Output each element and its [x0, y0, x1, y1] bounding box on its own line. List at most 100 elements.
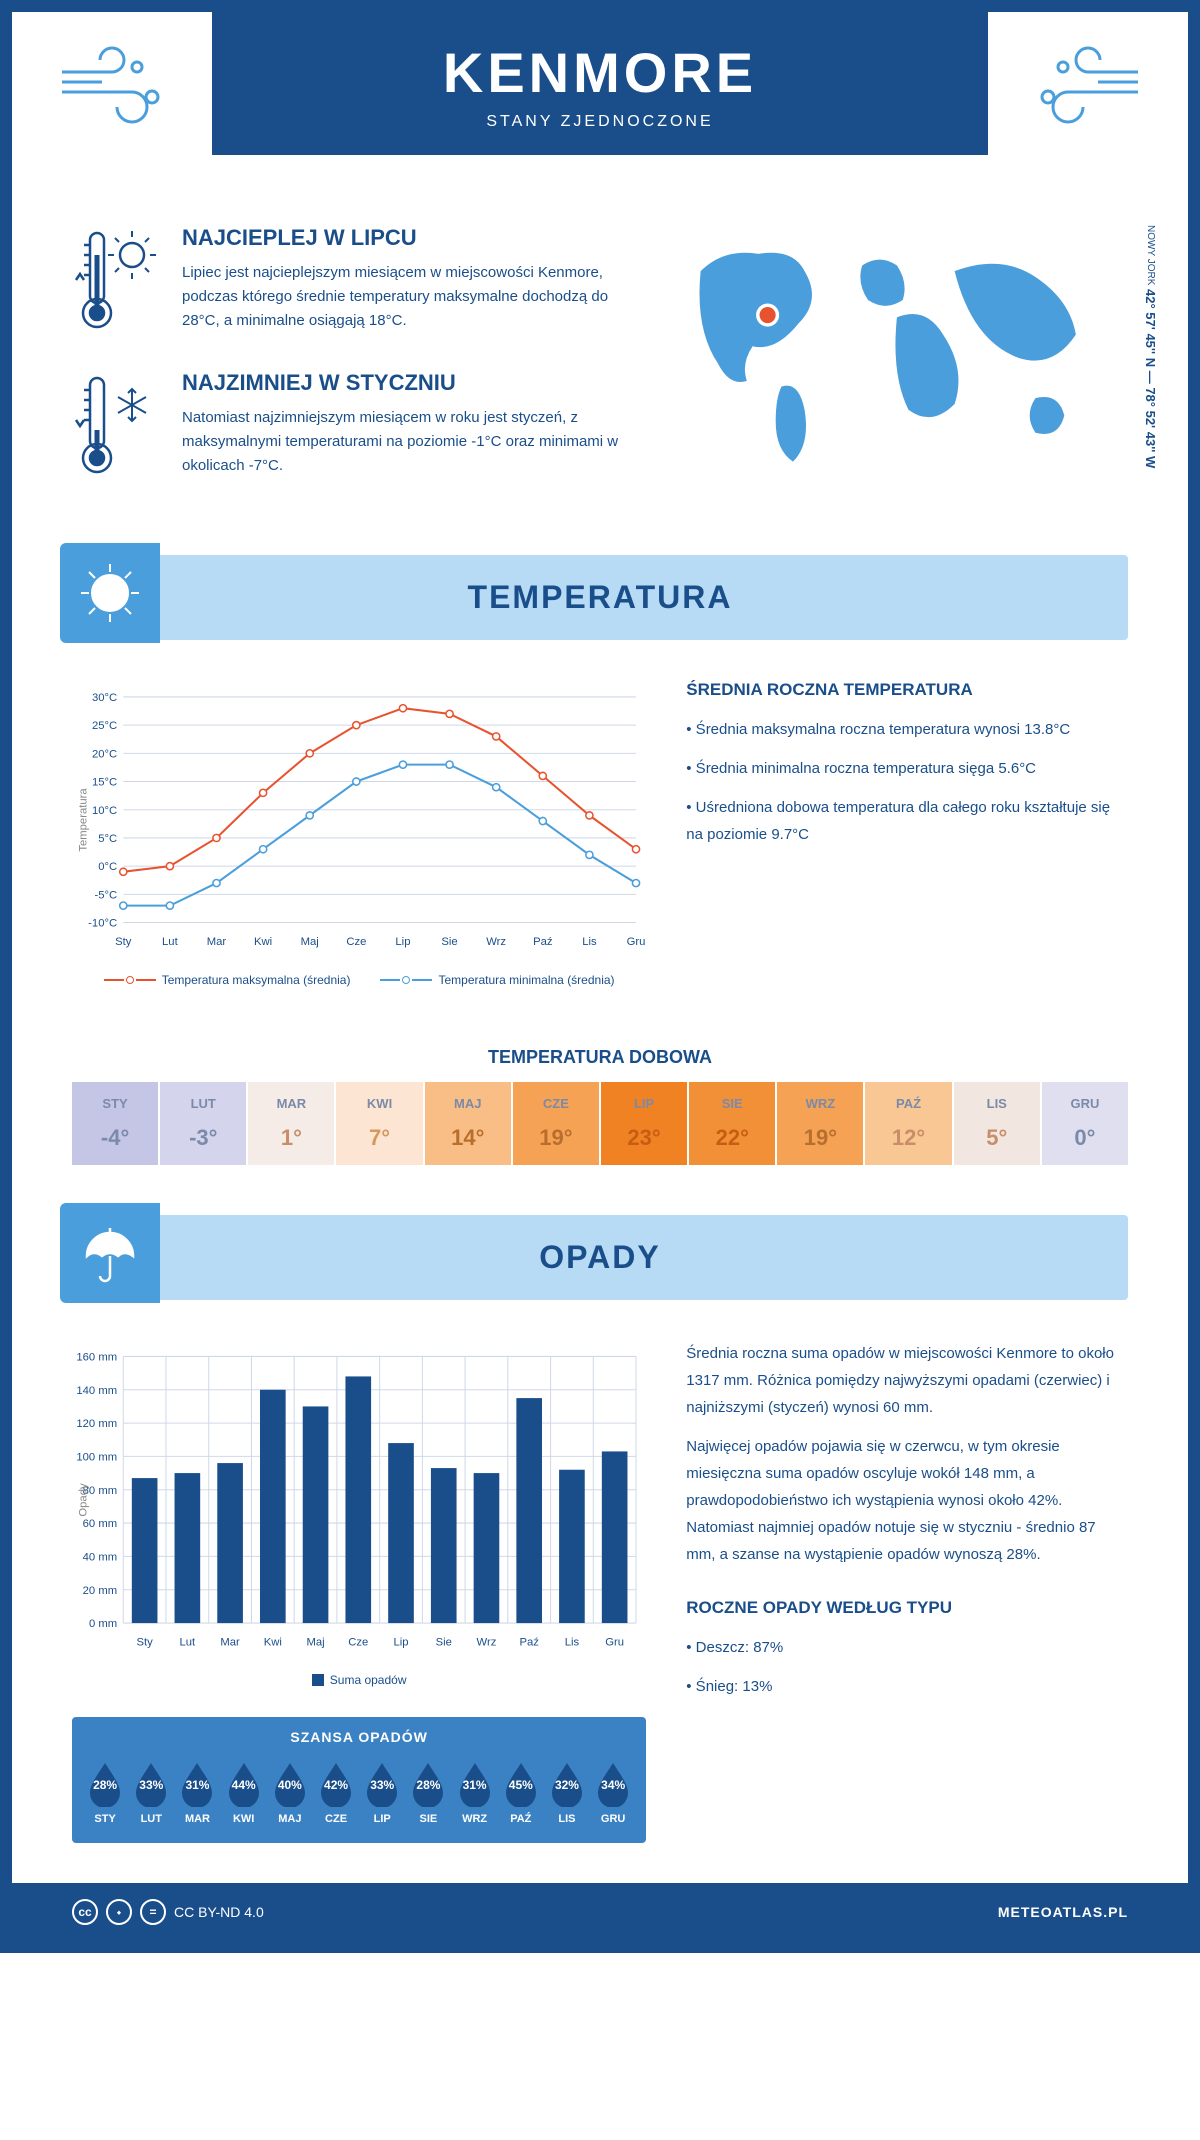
daily-cell: CZE19°: [513, 1082, 599, 1165]
rain-title: OPADY: [72, 1239, 1128, 1276]
svg-text:Lut: Lut: [162, 936, 179, 948]
svg-text:-5°C: -5°C: [94, 889, 117, 901]
svg-text:Lip: Lip: [393, 1637, 408, 1649]
chance-cell: 31% MAR: [174, 1759, 220, 1825]
daily-cell: KWI7°: [336, 1082, 422, 1165]
temp-chart-row: -10°C-5°C0°C5°C10°C15°C20°C25°C30°CStyLu…: [12, 640, 1188, 1027]
chance-cell: 45% PAŹ: [498, 1759, 544, 1825]
svg-text:25°C: 25°C: [92, 720, 117, 732]
svg-text:Kwi: Kwi: [254, 936, 272, 948]
coldest-title: NAJZIMNIEJ W STYCZNIU: [182, 370, 626, 396]
sun-icon: [60, 543, 160, 643]
svg-text:140 mm: 140 mm: [76, 1385, 117, 1397]
svg-text:Wrz: Wrz: [486, 936, 506, 948]
thermometer-snow-icon: [72, 370, 162, 485]
daily-cell: MAJ14°: [425, 1082, 511, 1165]
thermometer-sun-icon: [72, 225, 162, 340]
license: cc 🞘 = CC BY-ND 4.0: [72, 1899, 264, 1925]
svg-text:Lis: Lis: [582, 936, 597, 948]
svg-text:Paź: Paź: [519, 1637, 539, 1649]
svg-text:100 mm: 100 mm: [76, 1452, 117, 1464]
rain-type: • Śnieg: 13%: [686, 1673, 1128, 1700]
svg-text:40 mm: 40 mm: [83, 1552, 117, 1564]
footer: cc 🞘 = CC BY-ND 4.0 METEOATLAS.PL: [12, 1883, 1188, 1941]
warmest-block: NAJCIEPLEJ W LIPCU Lipiec jest najcieple…: [72, 225, 626, 340]
rain-chart-row: 0 mm20 mm40 mm60 mm80 mm100 mm120 mm140 …: [12, 1300, 1188, 1883]
info-row: NAJCIEPLEJ W LIPCU Lipiec jest najcieple…: [12, 195, 1188, 555]
chance-cell: 44% KWI: [221, 1759, 267, 1825]
world-map: NOWY JORK 42° 57' 45'' N — 78° 52' 43'' …: [666, 225, 1128, 515]
svg-text:Wrz: Wrz: [477, 1637, 497, 1649]
cc-icon: cc: [72, 1899, 98, 1925]
warmest-desc: Lipiec jest najcieplejszym miesiącem w m…: [182, 261, 626, 333]
svg-text:20 mm: 20 mm: [83, 1585, 117, 1597]
svg-text:Gru: Gru: [627, 936, 646, 948]
daily-temp-title: TEMPERATURA DOBOWA: [12, 1047, 1188, 1068]
chance-title: SZANSA OPADÓW: [72, 1729, 646, 1745]
svg-text:Sty: Sty: [115, 936, 132, 948]
daily-cell: STY-4°: [72, 1082, 158, 1165]
svg-text:120 mm: 120 mm: [76, 1418, 117, 1430]
rain-p2: Najwięcej opadów pojawia się w czerwcu, …: [686, 1433, 1128, 1568]
annual-bullet: • Średnia maksymalna roczna temperatura …: [686, 716, 1128, 743]
svg-text:Opady: Opady: [77, 1483, 89, 1517]
rain-type-title: ROCZNE OPADY WEDŁUG TYPU: [686, 1598, 1128, 1618]
coldest-desc: Natomiast najzimniejszym miesiącem w rok…: [182, 406, 626, 478]
warmest-text: NAJCIEPLEJ W LIPCU Lipiec jest najcieple…: [182, 225, 626, 340]
header: KENMORE STANY ZJEDNOCZONE: [12, 12, 1188, 195]
chance-cell: 28% STY: [82, 1759, 128, 1825]
chance-cell: 34% GRU: [590, 1759, 636, 1825]
info-left: NAJCIEPLEJ W LIPCU Lipiec jest najcieple…: [72, 225, 626, 515]
svg-text:0°C: 0°C: [98, 861, 117, 873]
svg-text:5°C: 5°C: [98, 833, 117, 845]
svg-text:15°C: 15°C: [92, 777, 117, 789]
chance-cell: 33% LUT: [128, 1759, 174, 1825]
temp-section-banner: TEMPERATURA: [72, 555, 1128, 640]
svg-text:Sie: Sie: [436, 1637, 452, 1649]
svg-text:Mar: Mar: [220, 1637, 240, 1649]
svg-text:Maj: Maj: [306, 1637, 324, 1649]
rain-section-banner: OPADY: [72, 1215, 1128, 1300]
title-banner: KENMORE STANY ZJEDNOCZONE: [212, 12, 988, 155]
daily-cell: MAR1°: [248, 1082, 334, 1165]
svg-text:Maj: Maj: [301, 936, 319, 948]
annual-bullet: • Średnia minimalna roczna temperatura s…: [686, 755, 1128, 782]
svg-text:0 mm: 0 mm: [89, 1618, 117, 1630]
rain-legend: Suma opadów: [72, 1673, 646, 1687]
wind-icon: [1028, 42, 1148, 132]
daily-cell: LIP23°: [601, 1082, 687, 1165]
chance-cell: 32% LIS: [544, 1759, 590, 1825]
rain-info: Średnia roczna suma opadów w miejscowośc…: [686, 1340, 1128, 1843]
temp-line-chart: -10°C-5°C0°C5°C10°C15°C20°C25°C30°CStyLu…: [72, 680, 646, 987]
rain-chance-box: SZANSA OPADÓW 28% STY 33% LUT 31% MAR 44…: [72, 1717, 646, 1843]
svg-text:Cze: Cze: [348, 1637, 368, 1649]
daily-temp-grid: STY-4° LUT-3° MAR1° KWI7° MAJ14° CZE19° …: [72, 1082, 1128, 1165]
chance-cell: 42% CZE: [313, 1759, 359, 1825]
svg-text:Lip: Lip: [395, 936, 410, 948]
chance-cell: 31% WRZ: [452, 1759, 498, 1825]
svg-text:-10°C: -10°C: [88, 918, 117, 930]
nd-icon: =: [140, 1899, 166, 1925]
svg-text:20°C: 20°C: [92, 748, 117, 760]
chance-cell: 40% MAJ: [267, 1759, 313, 1825]
annual-temp-title: ŚREDNIA ROCZNA TEMPERATURA: [686, 680, 1128, 700]
chance-grid: 28% STY 33% LUT 31% MAR 44% KWI 40% MAJ …: [72, 1759, 646, 1825]
daily-cell: PAŹ12°: [865, 1082, 951, 1165]
rain-type: • Deszcz: 87%: [686, 1634, 1128, 1661]
coordinates: NOWY JORK 42° 57' 45'' N — 78° 52' 43'' …: [1143, 225, 1158, 468]
coldest-text: NAJZIMNIEJ W STYCZNIU Natomiast najzimni…: [182, 370, 626, 485]
daily-cell: WRZ19°: [777, 1082, 863, 1165]
annual-bullet: • Uśredniona dobowa temperatura dla całe…: [686, 794, 1128, 848]
svg-text:Mar: Mar: [207, 936, 227, 948]
site-name: METEOATLAS.PL: [998, 1904, 1128, 1920]
temp-annual-info: ŚREDNIA ROCZNA TEMPERATURA • Średnia mak…: [686, 680, 1128, 987]
svg-text:Lis: Lis: [565, 1637, 580, 1649]
umbrella-icon: [60, 1203, 160, 1303]
chance-cell: 28% SIE: [405, 1759, 451, 1825]
temp-title: TEMPERATURA: [72, 579, 1128, 616]
svg-text:Temperatura: Temperatura: [77, 788, 89, 852]
svg-text:Cze: Cze: [346, 936, 366, 948]
svg-text:Lut: Lut: [180, 1637, 197, 1649]
wind-icon: [52, 42, 172, 132]
rain-bar-chart: 0 mm20 mm40 mm60 mm80 mm100 mm120 mm140 …: [72, 1340, 646, 1843]
